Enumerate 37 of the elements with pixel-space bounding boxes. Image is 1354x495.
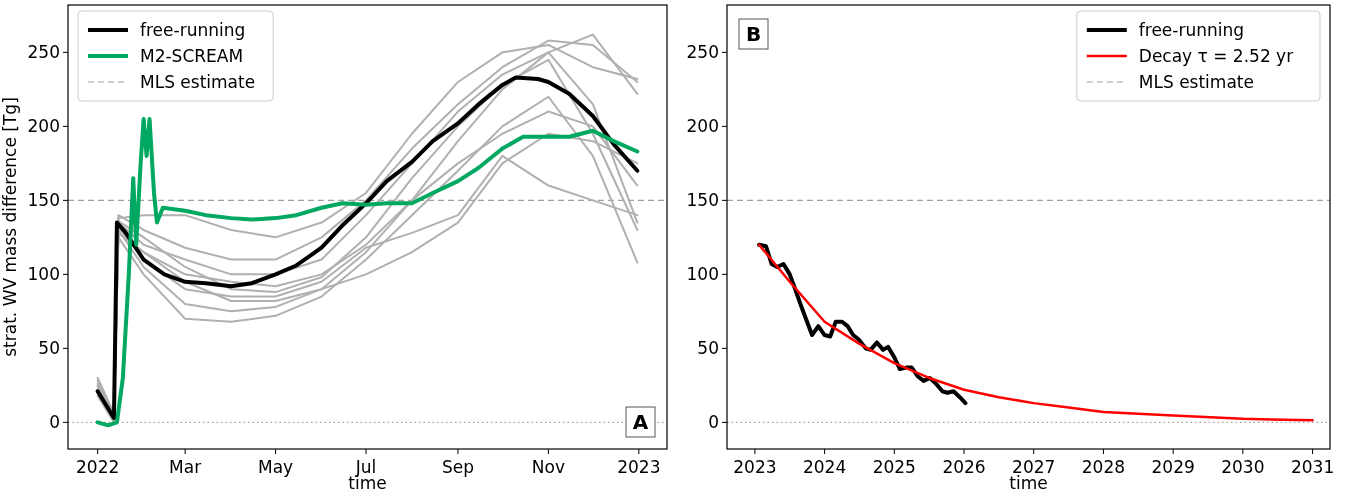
x-tick-label: 2023 bbox=[617, 457, 661, 477]
legend-label: free-running bbox=[1138, 20, 1245, 40]
legend-label: MLS estimate bbox=[140, 72, 256, 92]
x-tick-label: 2022 bbox=[76, 457, 120, 477]
legend-label: free-running bbox=[140, 20, 246, 40]
y-tick-label: 100 bbox=[686, 264, 719, 285]
y-tick-label: 0 bbox=[708, 412, 719, 433]
x-tick-label: 2028 bbox=[1081, 457, 1126, 477]
y-tick-label: 250 bbox=[686, 42, 719, 63]
y-tick-label: 200 bbox=[27, 116, 60, 137]
legend-label: M2-SCREAM bbox=[140, 46, 244, 66]
x-tick-label: 2025 bbox=[872, 457, 916, 477]
x-tick-label: Sep bbox=[441, 457, 474, 477]
legend-label: MLS estimate bbox=[1138, 72, 1254, 92]
x-tick-label: 2031 bbox=[1290, 457, 1335, 477]
x-tick-label: May bbox=[258, 457, 294, 477]
x-tick-label: Mar bbox=[169, 457, 202, 477]
x-tick-label: 2023 bbox=[733, 457, 777, 477]
x-tick-label: Jul bbox=[354, 457, 377, 477]
y-tick-label: 150 bbox=[27, 190, 60, 211]
y-tick-label: 0 bbox=[49, 412, 60, 433]
y-tick-label: 50 bbox=[697, 338, 719, 359]
y-tick-label: 50 bbox=[38, 338, 60, 359]
annotation: A bbox=[632, 410, 649, 434]
x-tick-label: 2026 bbox=[942, 457, 986, 477]
x-tick-label: Nov bbox=[531, 457, 565, 477]
y-tick-label: 200 bbox=[686, 116, 719, 137]
y-tick-label: 150 bbox=[686, 190, 719, 211]
x-tick-label: 2024 bbox=[802, 457, 847, 477]
x-axis-title: time bbox=[1009, 473, 1048, 493]
y-tick-label: 250 bbox=[27, 42, 60, 63]
x-tick-label: 2029 bbox=[1151, 457, 1195, 477]
y-axis-title: strat. WV mass difference [Tg] bbox=[0, 97, 20, 357]
annotation: B bbox=[745, 22, 762, 46]
x-tick-label: 2030 bbox=[1221, 457, 1265, 477]
legend-label: Decay τ = 2.52 yr bbox=[1138, 46, 1294, 66]
y-tick-label: 100 bbox=[27, 264, 60, 285]
